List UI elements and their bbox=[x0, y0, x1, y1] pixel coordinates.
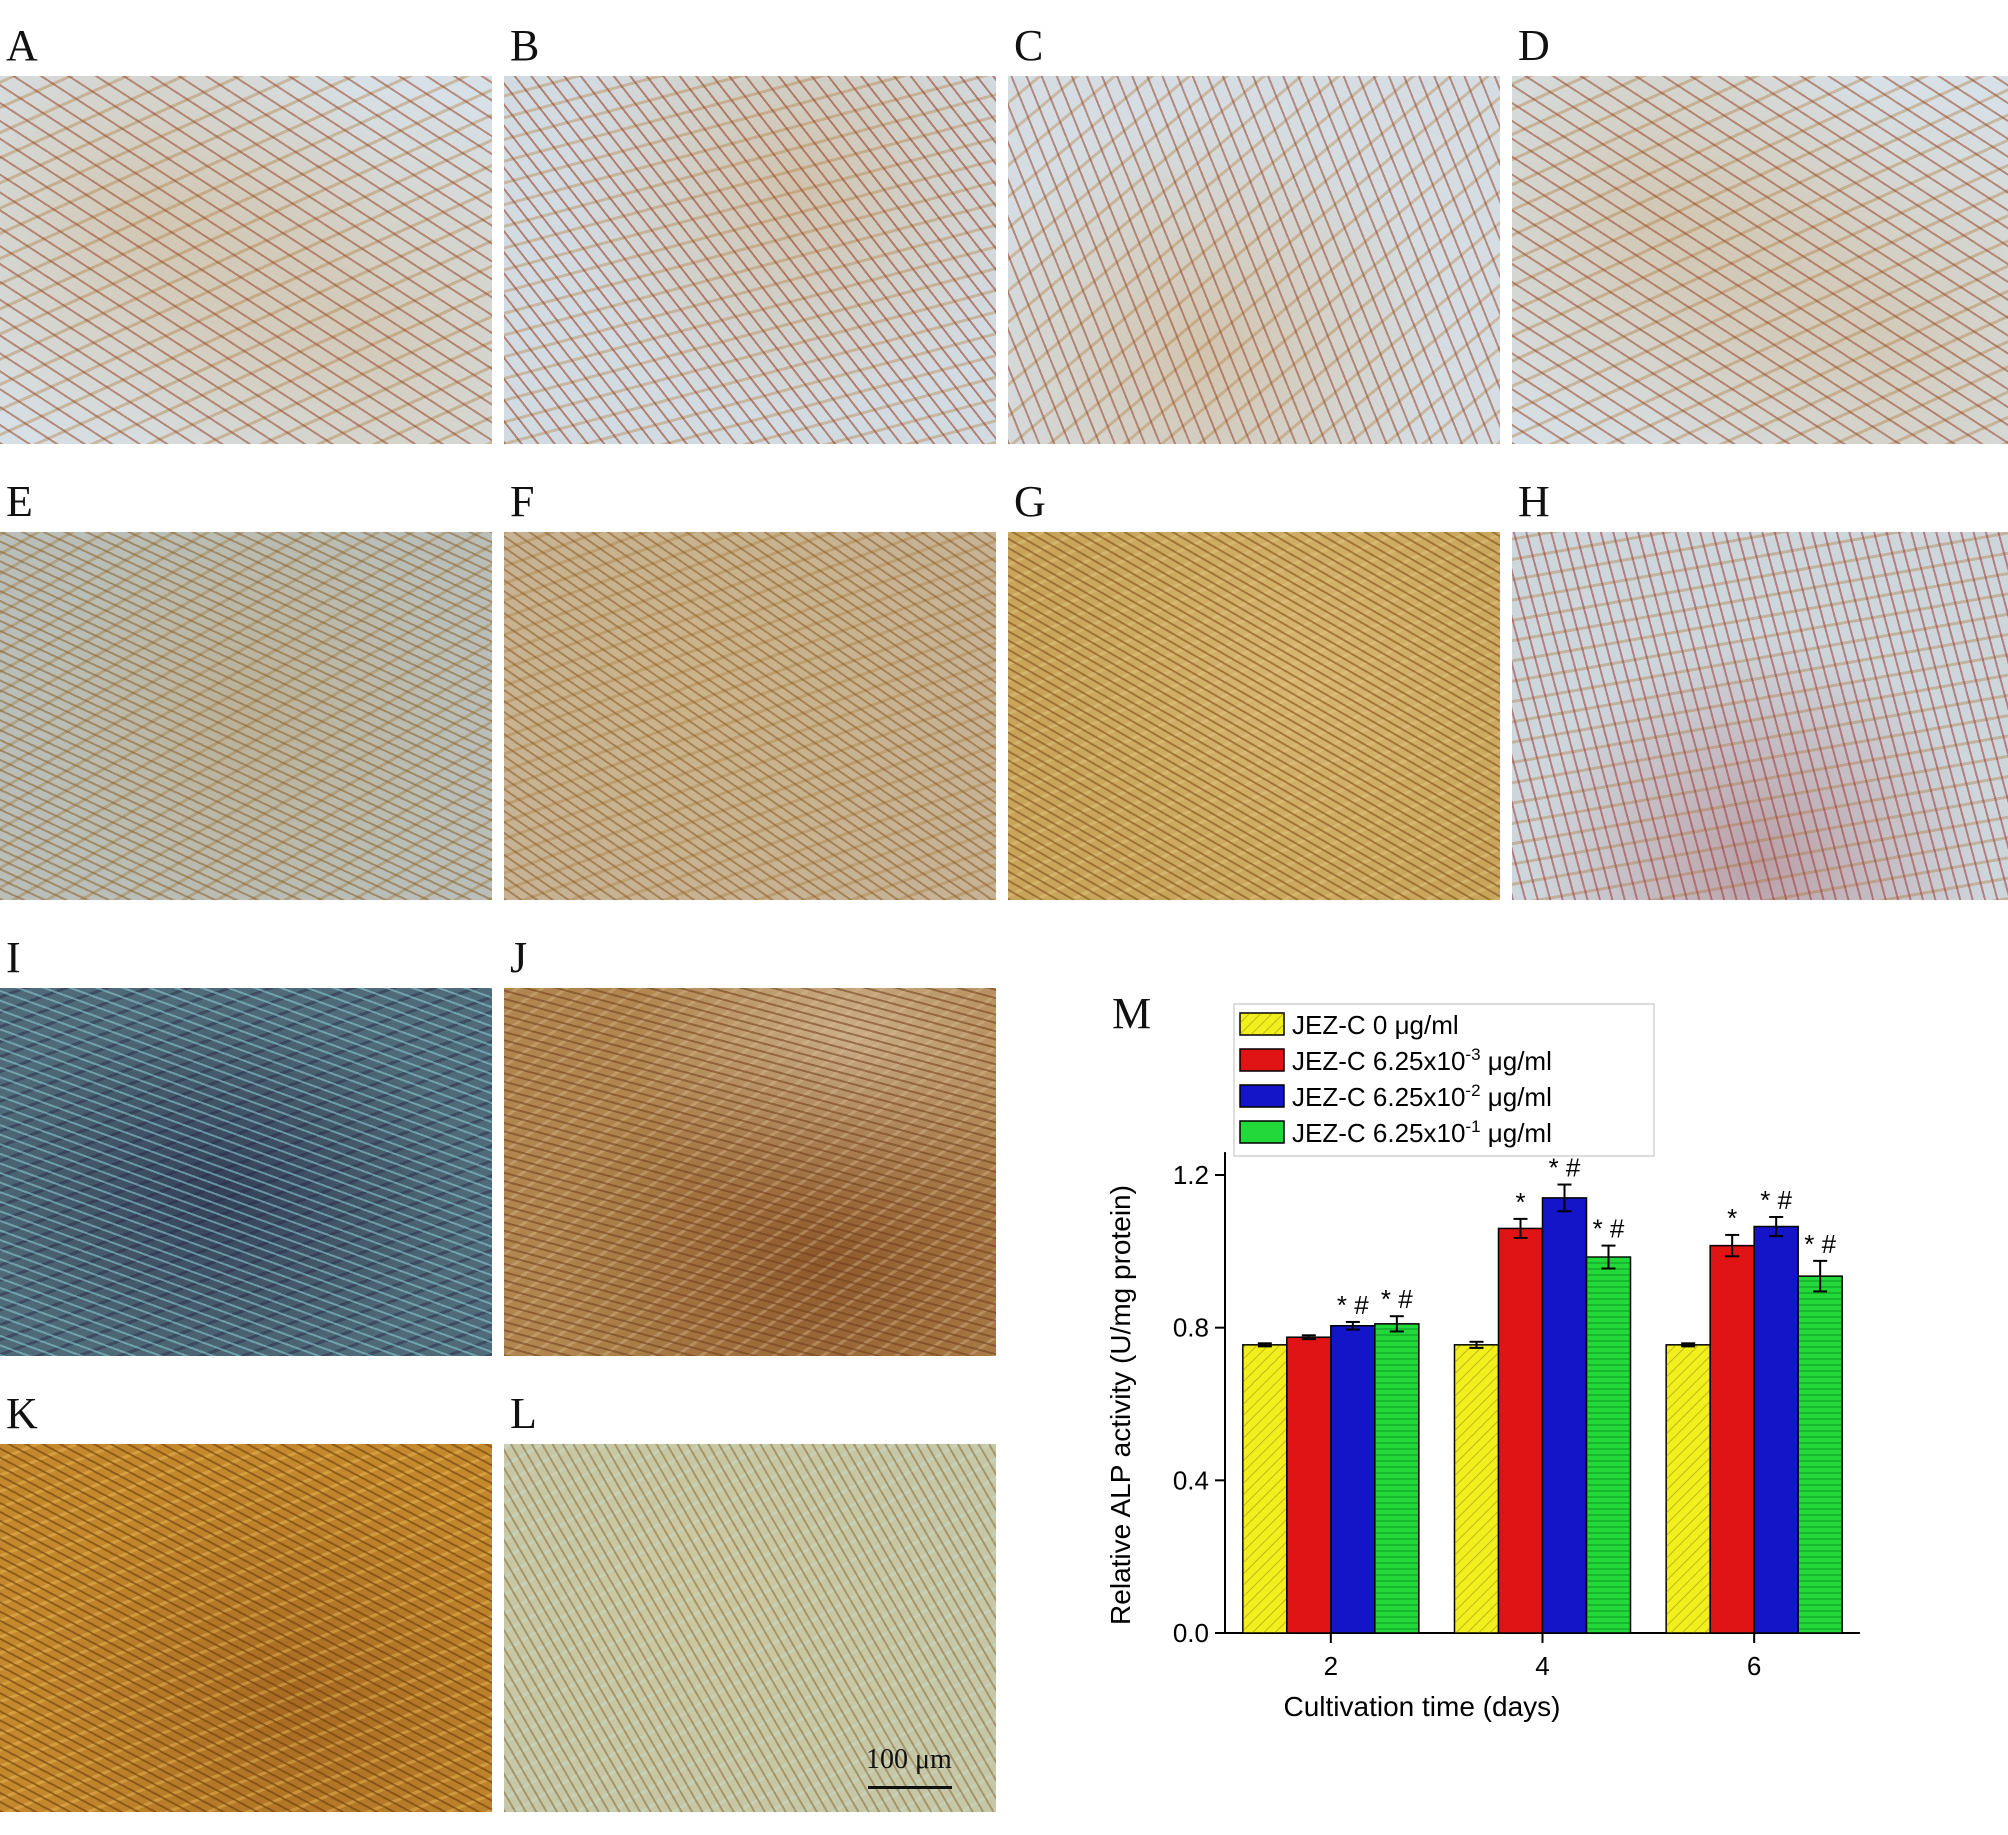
bar bbox=[1541, 1197, 1588, 1634]
micrograph-e bbox=[0, 532, 492, 900]
bar bbox=[1330, 1325, 1376, 1634]
alp-activity-chart: JEZ-C 0 μg/ml JEZ-C 6.25x10-3 μg/ml JEZ-C … bbox=[1105, 1003, 1860, 1722]
bar bbox=[1497, 1227, 1544, 1634]
significance-mark: * # bbox=[1593, 1214, 1625, 1244]
chart-legend: JEZ-C 0 μg/ml JEZ-C 6.25x10-3 μg/ml JEZ-C … bbox=[1233, 1003, 1655, 1157]
micrograph-i bbox=[0, 988, 492, 1356]
x-axis-label: Cultivation time (days) bbox=[1284, 1691, 1561, 1722]
y-tick-label: 0.0 bbox=[1173, 1618, 1209, 1648]
panel-label-c: C bbox=[1014, 21, 1044, 70]
y-tick-label: 0.8 bbox=[1173, 1313, 1209, 1343]
significance-mark: * # bbox=[1804, 1229, 1836, 1259]
micrograph-k bbox=[0, 1444, 492, 1812]
significance-mark: * # bbox=[1381, 1284, 1413, 1314]
micrograph-d bbox=[1512, 76, 2008, 444]
x-tick-label: 2 bbox=[1324, 1651, 1338, 1681]
legend-entry: JEZ-C 0 μg/ml bbox=[1292, 1010, 1459, 1040]
legend-swatch bbox=[1239, 1048, 1285, 1072]
micrograph-a bbox=[0, 76, 492, 444]
micrograph-f bbox=[504, 532, 996, 900]
bar-hatch bbox=[1798, 1276, 1843, 1633]
micrograph-h bbox=[1512, 532, 2008, 900]
panel-label-m: M bbox=[1112, 989, 1152, 1038]
significance-mark: * # bbox=[1337, 1290, 1369, 1320]
bar bbox=[1709, 1244, 1755, 1634]
panel-label-e: E bbox=[6, 477, 33, 526]
bar-hatch bbox=[1242, 1344, 1287, 1633]
micrograph-c bbox=[1008, 76, 1500, 444]
panel-label-l: L bbox=[510, 1389, 537, 1438]
legend-entry: JEZ-C 6.25x10-1 μg/ml bbox=[1292, 1117, 1552, 1148]
micrograph-b bbox=[504, 76, 996, 444]
bar-hatch bbox=[1586, 1257, 1631, 1633]
panel-label-a: A bbox=[6, 21, 38, 70]
legend-entry: JEZ-C 6.25x10-3 μg/ml bbox=[1292, 1045, 1552, 1076]
bar-hatch bbox=[1666, 1344, 1711, 1633]
bar bbox=[1753, 1225, 1799, 1634]
legend-swatch bbox=[1239, 1120, 1285, 1144]
chart-bars: * # * # * * # * # * * # * # bbox=[1242, 1153, 1843, 1634]
legend-entry: JEZ-C 6.25x10-2 μg/ml bbox=[1292, 1081, 1552, 1112]
legend-swatch-hatch bbox=[1240, 1013, 1284, 1035]
significance-mark: * # bbox=[1549, 1153, 1581, 1183]
panel-label-f: F bbox=[510, 477, 535, 526]
y-axis-label: Relative ALP activity (U/mg protein) bbox=[1105, 1185, 1136, 1625]
x-tick-label: 6 bbox=[1747, 1651, 1761, 1681]
panel-label-d: D bbox=[1518, 21, 1550, 70]
legend-box bbox=[1233, 1003, 1655, 1157]
panel-label-h: H bbox=[1518, 477, 1550, 526]
panel-label-i: I bbox=[6, 933, 21, 982]
y-tick-label: 1.2 bbox=[1173, 1160, 1209, 1190]
x-tick-label: 4 bbox=[1535, 1651, 1549, 1681]
micrograph-g bbox=[1008, 532, 1500, 900]
scale-bar bbox=[868, 1786, 952, 1789]
panel-label-k: K bbox=[6, 1389, 38, 1438]
panel-label-g: G bbox=[1014, 477, 1046, 526]
panel-label-b: B bbox=[510, 21, 540, 70]
y-tick-label: 0.4 bbox=[1173, 1465, 1209, 1495]
micrograph-j bbox=[504, 988, 996, 1356]
panel-label-j: J bbox=[510, 933, 528, 982]
scale-bar-label: 100 μm bbox=[866, 1744, 952, 1775]
significance-mark: * bbox=[1727, 1203, 1737, 1233]
bar-hatch bbox=[1374, 1323, 1419, 1633]
bar bbox=[1286, 1336, 1332, 1634]
micrograph-l: 100 μm bbox=[504, 1444, 996, 1812]
significance-mark: * bbox=[1515, 1187, 1525, 1217]
bar-hatch bbox=[1454, 1344, 1499, 1633]
chart-axes: 0.0 0.4 0.8 1.2 2 4 6 bbox=[1173, 1152, 1860, 1681]
legend-swatch bbox=[1239, 1084, 1285, 1108]
significance-mark: * # bbox=[1760, 1185, 1792, 1215]
